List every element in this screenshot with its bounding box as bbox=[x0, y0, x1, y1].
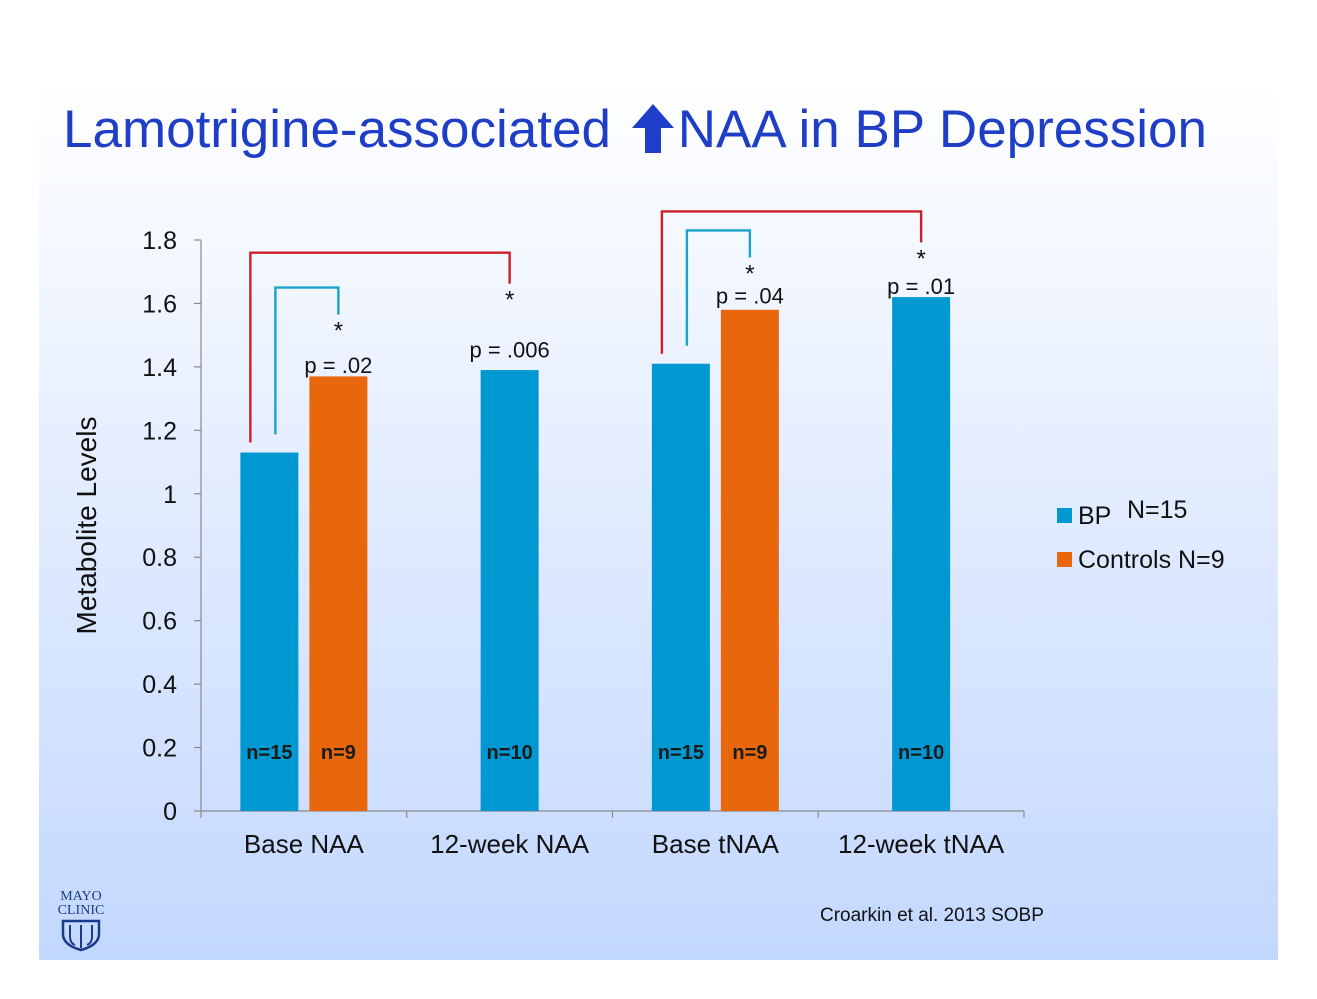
bar bbox=[240, 452, 299, 811]
y-tick-label: 1.8 bbox=[142, 227, 177, 255]
x-tick-label: 12-week tNAA bbox=[838, 829, 1005, 859]
bar-n-label: n=9 bbox=[321, 742, 356, 764]
slide: Lamotrigine-associated NAA in BP Depress… bbox=[39, 84, 1278, 960]
y-tick-label: 1 bbox=[163, 481, 177, 509]
slide-title: Lamotrigine-associated NAA in BP Depress… bbox=[63, 98, 1273, 162]
x-tick-label: 12-week NAA bbox=[430, 829, 590, 859]
bar bbox=[480, 370, 539, 811]
legend-swatch bbox=[1057, 508, 1072, 523]
bar-n-label: n=15 bbox=[658, 742, 704, 764]
mayo-clinic-logo: MAYO CLINIC bbox=[51, 890, 111, 957]
y-tick-label: 0.6 bbox=[142, 608, 177, 636]
p-value-label: p = .006 bbox=[470, 337, 550, 362]
p-value-label: p = .01 bbox=[887, 274, 955, 299]
legend-swatch bbox=[1057, 552, 1072, 567]
y-tick-label: 0.8 bbox=[142, 544, 177, 572]
y-tick-label: 1.2 bbox=[142, 417, 177, 445]
up-arrow-icon bbox=[631, 104, 674, 153]
significance-star: * bbox=[745, 260, 754, 287]
bar bbox=[720, 309, 779, 811]
y-tick-label: 0.4 bbox=[142, 671, 177, 699]
y-axis-title: Metabolite Levels bbox=[71, 417, 102, 635]
legend-suffix: N=15 bbox=[1127, 496, 1187, 524]
legend-label: BP bbox=[1078, 502, 1111, 530]
p-value-label: p = .04 bbox=[716, 283, 784, 308]
bar-chart: 0 0.2 0.4 0.6 0.8 1 1.2 1.4 1.6 1.8 Base NAA 12-wee… bbox=[71, 210, 1225, 859]
y-tick-label: 1.4 bbox=[142, 354, 177, 382]
shield-icon bbox=[61, 919, 101, 952]
y-tick-label: 0 bbox=[163, 798, 177, 826]
significance-bracket bbox=[685, 229, 752, 346]
x-tick-label: Base NAA bbox=[244, 829, 365, 859]
title-text-before: Lamotrigine-associated bbox=[63, 100, 611, 159]
citation: Croarkin et al. 2013 SOBP bbox=[820, 905, 1044, 926]
bar-n-label: n=10 bbox=[487, 742, 533, 764]
y-tick-label: 1.6 bbox=[142, 290, 177, 318]
bar-n-label: n=10 bbox=[898, 742, 944, 764]
bar-n-label: n=15 bbox=[246, 742, 292, 764]
bar bbox=[892, 297, 951, 812]
significance-star: * bbox=[505, 287, 514, 314]
bar-n-label: n=9 bbox=[732, 742, 767, 764]
p-value-label: p = .02 bbox=[304, 353, 372, 378]
bar bbox=[651, 363, 710, 811]
significance-bracket bbox=[274, 286, 340, 435]
y-tick-label: 0.2 bbox=[142, 735, 177, 763]
title-text-after: NAA in BP Depression bbox=[677, 100, 1208, 159]
significance-bracket bbox=[249, 251, 511, 443]
significance-star: * bbox=[916, 245, 925, 272]
significance-bracket bbox=[660, 210, 923, 354]
legend-label: Controls N=9 bbox=[1078, 546, 1225, 574]
x-tick-label: Base tNAA bbox=[652, 829, 780, 859]
bar bbox=[309, 376, 368, 811]
logo-line-2: CLINIC bbox=[57, 903, 105, 918]
significance-star: * bbox=[334, 318, 343, 345]
logo-line-1: MAYO bbox=[60, 889, 102, 904]
